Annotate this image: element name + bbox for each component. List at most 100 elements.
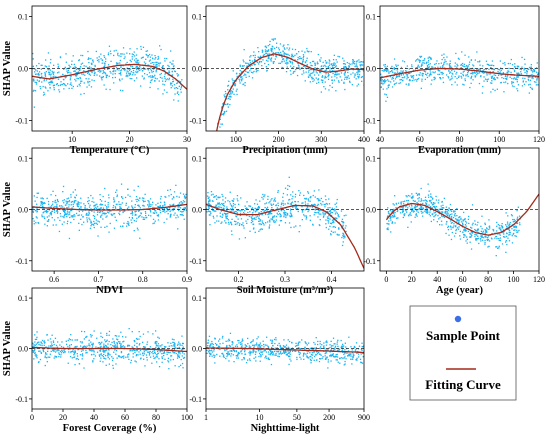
sample-point xyxy=(324,81,326,83)
sample-point xyxy=(287,53,289,55)
sample-point xyxy=(345,65,347,68)
sample-point xyxy=(392,77,394,79)
sample-point xyxy=(258,57,260,59)
sample-point xyxy=(456,208,458,210)
sample-point xyxy=(412,75,415,77)
sample-point xyxy=(528,66,531,69)
sample-point xyxy=(298,58,300,60)
sample-point xyxy=(133,51,135,53)
sample-point xyxy=(74,351,76,353)
sample-point xyxy=(516,88,518,90)
sample-point xyxy=(325,226,327,229)
sample-point xyxy=(346,76,348,78)
sample-point xyxy=(77,349,79,351)
sample-point xyxy=(49,206,52,208)
sample-point xyxy=(85,352,87,354)
sample-point xyxy=(492,230,495,232)
sample-point xyxy=(73,356,75,359)
sample-point xyxy=(75,212,78,215)
sample-point xyxy=(157,353,159,355)
sample-point xyxy=(425,73,427,75)
sample-point xyxy=(480,236,483,238)
sample-point xyxy=(36,203,38,205)
sample-point xyxy=(345,346,347,348)
sample-point xyxy=(482,65,484,67)
sample-point xyxy=(164,202,166,204)
sample-point xyxy=(131,212,133,214)
sample-point xyxy=(171,75,174,77)
sample-point xyxy=(256,203,259,205)
sample-point xyxy=(282,202,284,204)
sample-point xyxy=(267,50,269,52)
sample-point xyxy=(511,64,514,66)
sample-point xyxy=(283,53,285,55)
sample-point xyxy=(242,339,244,342)
sample-point xyxy=(32,350,34,352)
sample-point xyxy=(396,210,398,213)
sample-point xyxy=(496,76,498,79)
sample-point xyxy=(507,237,509,239)
sample-point xyxy=(125,202,127,204)
sample-point xyxy=(180,85,183,87)
sample-point xyxy=(213,210,215,212)
sample-point xyxy=(394,211,396,214)
sample-point xyxy=(155,344,158,346)
sample-point xyxy=(473,65,475,67)
sample-point xyxy=(464,78,466,80)
sample-point xyxy=(530,68,532,71)
sample-point xyxy=(395,65,398,67)
sample-point xyxy=(328,89,330,91)
sample-point xyxy=(102,212,104,214)
sample-point xyxy=(168,368,170,370)
sample-point xyxy=(102,355,105,358)
sample-point xyxy=(342,63,345,65)
sample-point xyxy=(335,65,337,67)
sample-point xyxy=(40,68,42,70)
sample-point xyxy=(183,207,185,209)
sample-point xyxy=(244,237,246,239)
sample-point xyxy=(321,79,323,82)
sample-point xyxy=(533,70,536,73)
sample-point xyxy=(482,230,485,232)
sample-point xyxy=(212,215,214,217)
sample-point xyxy=(289,208,292,210)
sample-point xyxy=(495,246,497,248)
sample-point xyxy=(455,73,457,75)
sample-point xyxy=(244,205,246,207)
sample-point xyxy=(444,61,446,63)
sample-point xyxy=(58,353,60,355)
sample-point xyxy=(330,210,332,212)
sample-point xyxy=(507,74,509,77)
sample-point xyxy=(152,353,154,355)
sample-point xyxy=(77,71,79,74)
sample-point xyxy=(274,38,276,40)
sample-point xyxy=(93,207,95,209)
sample-point xyxy=(457,65,459,67)
sample-point xyxy=(329,222,332,224)
sample-point xyxy=(63,68,65,70)
sample-point xyxy=(177,74,180,76)
sample-point xyxy=(239,210,242,212)
sample-point xyxy=(406,196,408,198)
sample-point xyxy=(420,198,422,200)
sample-point xyxy=(234,223,236,225)
sample-point xyxy=(492,88,494,90)
x-tick-label: 0.6 xyxy=(49,275,59,284)
sample-point xyxy=(136,77,138,79)
sample-point xyxy=(127,345,129,347)
sample-point xyxy=(334,73,336,76)
sample-point xyxy=(321,204,323,206)
sample-point xyxy=(318,74,320,76)
sample-point xyxy=(393,216,395,218)
sample-point xyxy=(270,47,272,50)
sample-point xyxy=(53,64,55,66)
sample-point xyxy=(445,209,447,211)
sample-point xyxy=(125,72,128,74)
sample-point xyxy=(282,200,284,202)
sample-point xyxy=(337,73,339,75)
sample-point xyxy=(271,218,274,220)
sample-point xyxy=(69,66,71,68)
sample-point xyxy=(251,77,254,79)
sample-point xyxy=(411,64,413,66)
sample-point xyxy=(184,195,186,197)
